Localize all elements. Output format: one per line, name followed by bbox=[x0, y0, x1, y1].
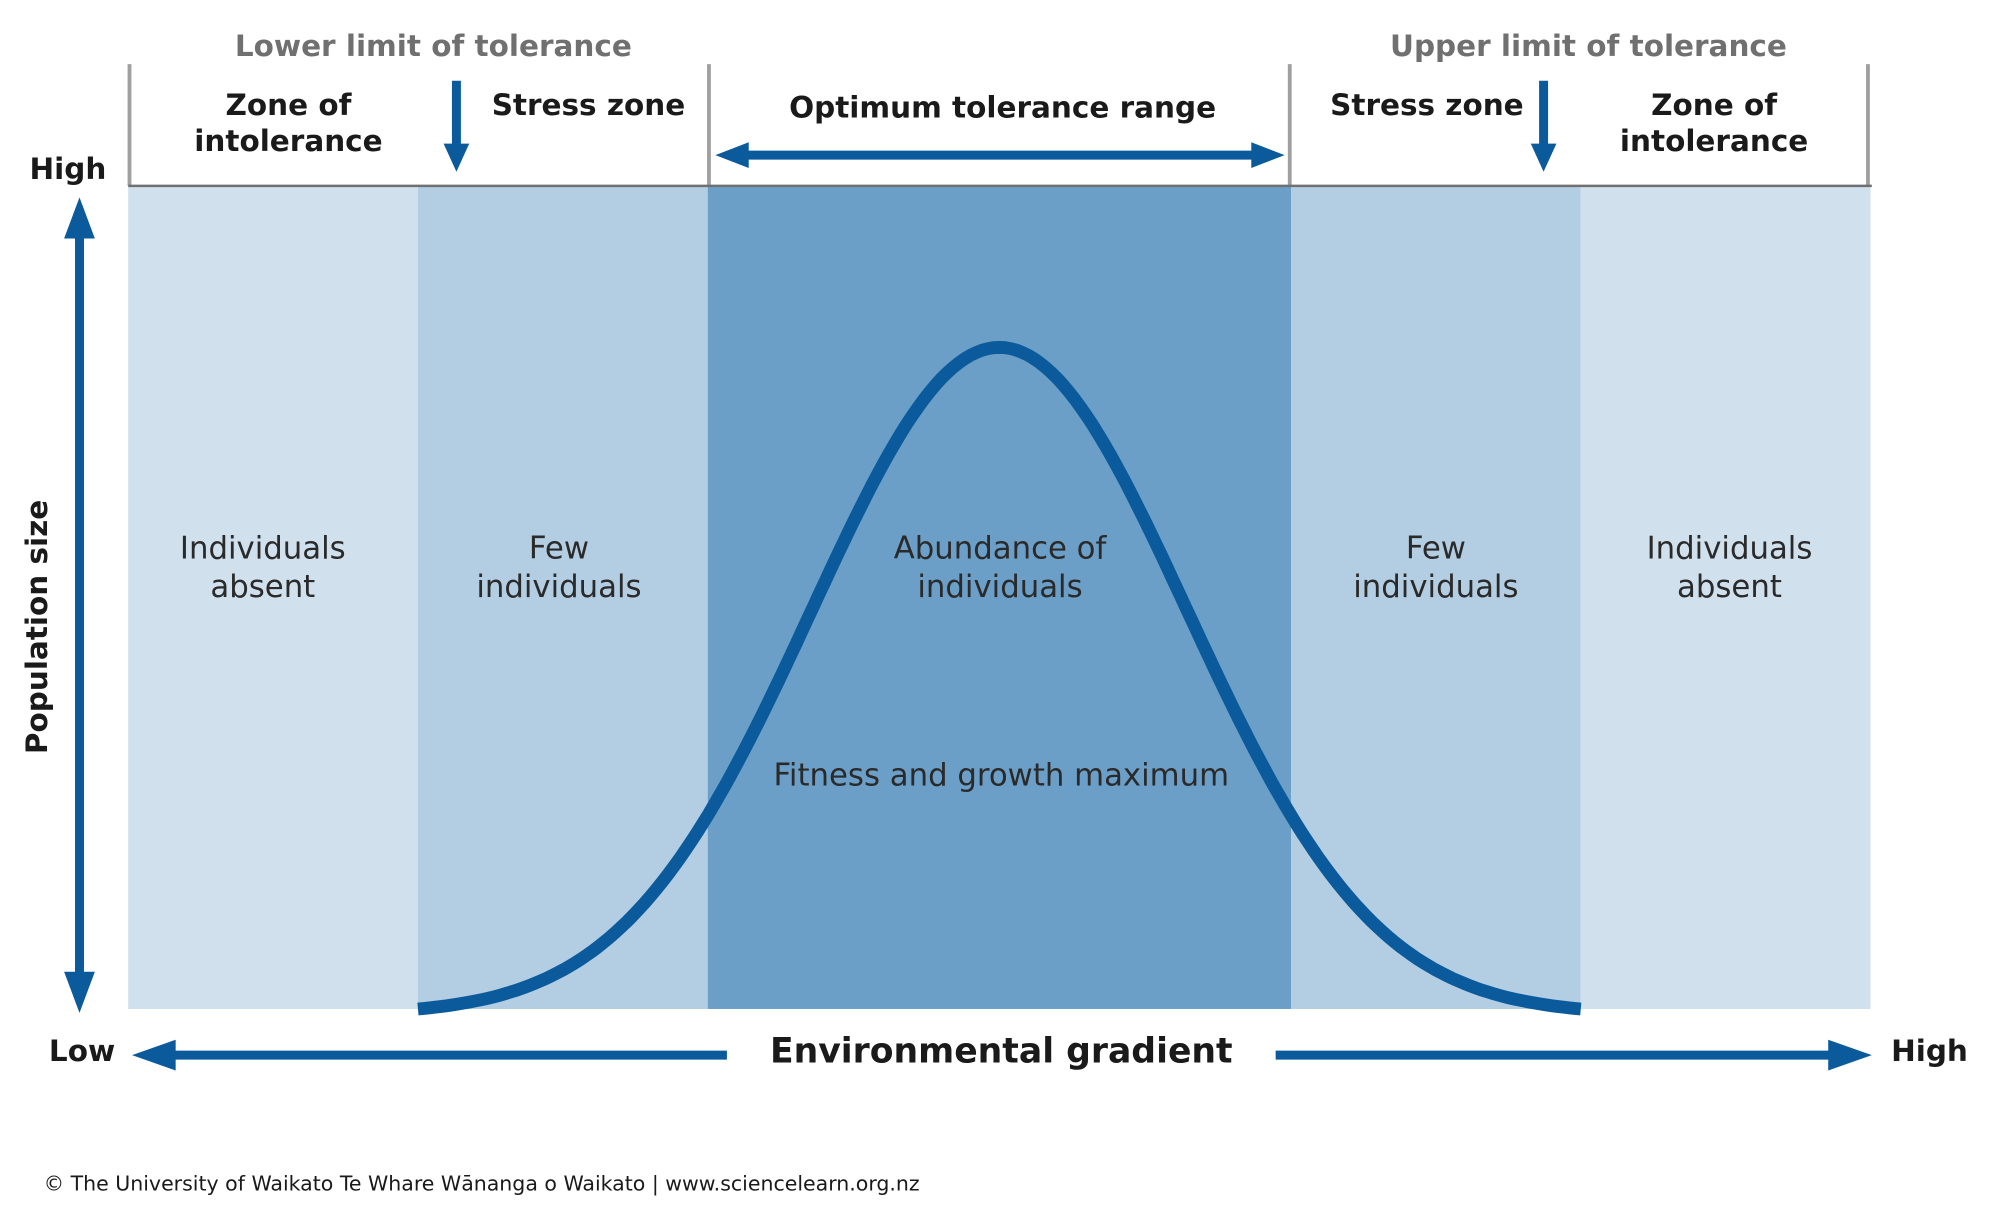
arrow-head bbox=[715, 142, 749, 168]
zone-label: Stress zone bbox=[492, 88, 686, 122]
arrow-head bbox=[1828, 1039, 1872, 1071]
footer: © The University of Waikato Te Whare Wān… bbox=[44, 1172, 920, 1197]
zone-label: Zone of bbox=[226, 88, 353, 122]
zone-description: Few bbox=[529, 531, 589, 567]
zone-band bbox=[417, 185, 708, 1009]
zone-band bbox=[1291, 185, 1581, 1009]
zone-label: Zone of bbox=[1651, 88, 1778, 122]
zone-description: Individuals bbox=[180, 531, 346, 567]
lower-limit: Lower limit of tolerance bbox=[235, 29, 632, 63]
arrow-head bbox=[64, 197, 95, 239]
arrow-head bbox=[132, 1039, 176, 1071]
y-high: High bbox=[30, 152, 107, 186]
arrow-head bbox=[1251, 142, 1285, 168]
peak-note: Fitness and growth maximum bbox=[773, 757, 1229, 793]
zone-description: Individuals bbox=[1647, 531, 1813, 567]
zone-description: individuals bbox=[476, 569, 641, 605]
zone-description: absent bbox=[1677, 569, 1782, 605]
zone-band bbox=[707, 185, 1292, 1009]
zone-description: Few bbox=[1406, 531, 1466, 567]
x-label: Environmental gradient bbox=[770, 1032, 1233, 1072]
tolerance-curve bbox=[417, 341, 1582, 1016]
zone-label: Stress zone bbox=[1330, 88, 1524, 122]
zone-description: Abundance of bbox=[894, 531, 1108, 567]
zone-description: individuals bbox=[917, 569, 1082, 605]
zone-band bbox=[128, 185, 418, 1009]
upper-limit: Upper limit of tolerance bbox=[1390, 29, 1787, 63]
zone-label: intolerance bbox=[1620, 124, 1808, 158]
zone-description: individuals bbox=[1353, 569, 1518, 605]
zone-label: Optimum tolerance range bbox=[789, 90, 1216, 124]
arrow-head bbox=[443, 143, 470, 172]
zone-label: intolerance bbox=[194, 124, 382, 158]
arrow-head bbox=[64, 971, 95, 1013]
x-low: Low bbox=[49, 1034, 115, 1068]
x-high: High bbox=[1891, 1034, 1968, 1068]
zone-description: absent bbox=[210, 569, 315, 605]
y-label: Population size bbox=[20, 500, 54, 754]
arrow-head bbox=[1530, 143, 1557, 172]
zone-band bbox=[1580, 185, 1871, 1009]
